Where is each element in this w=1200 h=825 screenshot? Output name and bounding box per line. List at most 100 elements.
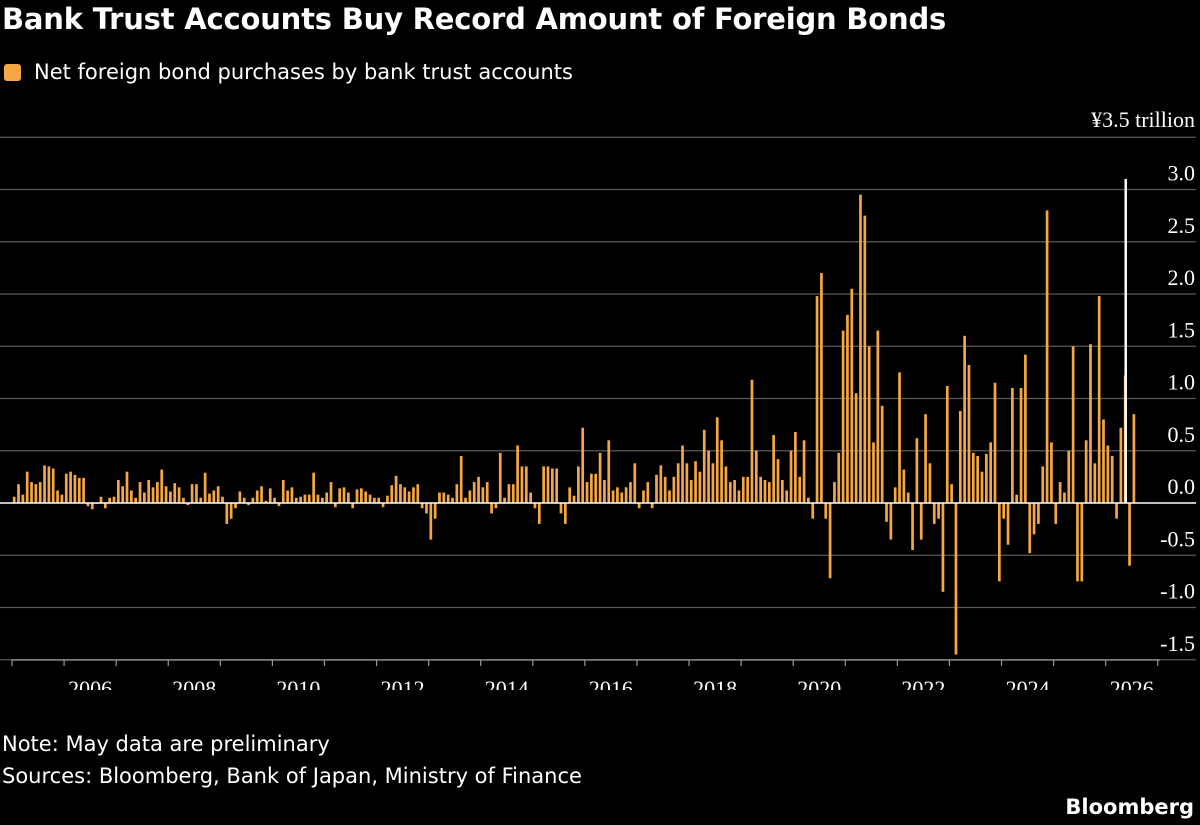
bar — [750, 379, 754, 503]
bar — [442, 492, 446, 503]
bar — [737, 490, 741, 503]
bar — [121, 486, 125, 503]
bar — [950, 484, 953, 503]
bar — [1102, 419, 1105, 503]
y-tick-label: 1.5 — [1168, 317, 1196, 342]
bar — [390, 485, 394, 503]
bar — [702, 429, 706, 503]
bar — [464, 497, 467, 503]
bar — [655, 474, 658, 503]
bar — [229, 503, 233, 519]
bar — [746, 476, 749, 504]
bar — [776, 459, 780, 503]
bar — [281, 480, 285, 503]
bar — [25, 471, 29, 503]
bar — [108, 497, 111, 503]
bar — [403, 487, 407, 503]
bar — [958, 411, 962, 503]
bar — [477, 476, 480, 504]
chart-legend: Net foreign bond purchases by bank trust… — [4, 60, 573, 84]
bar — [490, 503, 493, 514]
bar — [668, 490, 671, 503]
bar — [616, 487, 619, 503]
bar — [980, 471, 984, 503]
bar-highlight — [1124, 179, 1127, 504]
bar — [911, 503, 914, 551]
bar — [156, 482, 159, 503]
bar — [38, 482, 42, 503]
bar — [1011, 388, 1014, 503]
bar — [1119, 427, 1123, 503]
legend-swatch — [4, 63, 21, 81]
bar — [711, 463, 715, 503]
gridlines — [0, 136, 1196, 661]
bar — [316, 494, 320, 503]
bar — [902, 469, 906, 503]
chart-title: Bank Trust Accounts Buy Record Amount of… — [2, 2, 947, 36]
bar — [12, 496, 16, 503]
bar — [898, 372, 901, 504]
bar — [90, 503, 94, 510]
bar — [51, 468, 55, 503]
bar — [116, 480, 120, 503]
bar — [373, 497, 376, 503]
bar — [1037, 503, 1040, 524]
bar-chart: 2006 2008 2010 2012 2014 2016 2018 2020 2022 2024… — [0, 107, 1196, 690]
bar — [1084, 440, 1088, 503]
bar — [169, 491, 172, 503]
bar — [420, 503, 424, 509]
bar — [459, 455, 463, 503]
bar — [854, 393, 858, 503]
bar — [386, 495, 389, 503]
bar — [138, 482, 142, 503]
x-tick-label: 2008 — [172, 676, 216, 690]
bar — [906, 492, 910, 503]
bar — [364, 491, 368, 503]
bar — [130, 490, 133, 503]
bar — [893, 487, 897, 503]
bar — [833, 482, 836, 503]
bar — [182, 497, 185, 503]
bar — [598, 452, 602, 503]
bar — [290, 487, 294, 503]
bar — [954, 503, 958, 655]
bar — [811, 503, 815, 519]
bar — [208, 493, 211, 503]
bar — [238, 491, 242, 503]
bar — [225, 503, 229, 524]
bar — [924, 414, 927, 503]
bar — [143, 492, 146, 503]
bar — [681, 445, 684, 503]
bar — [1071, 346, 1075, 503]
bar — [333, 503, 337, 508]
bar — [993, 382, 997, 503]
bar — [642, 490, 645, 503]
bar — [446, 494, 450, 503]
bar — [876, 330, 880, 503]
bar — [885, 503, 888, 522]
y-tick-label: 0.5 — [1168, 422, 1196, 447]
bar — [850, 288, 854, 503]
bar — [481, 487, 485, 503]
bar — [1115, 503, 1118, 519]
bar — [984, 453, 988, 503]
bar — [307, 494, 311, 503]
bar — [103, 503, 107, 509]
bar — [99, 496, 103, 503]
bar — [1058, 482, 1062, 503]
bar — [34, 484, 38, 503]
bar — [998, 503, 1001, 582]
bar — [1089, 344, 1092, 503]
bar — [672, 476, 676, 504]
bar — [195, 484, 198, 503]
bar — [763, 480, 767, 503]
chart-sources: Sources: Bloomberg, Bank of Japan, Minis… — [2, 764, 582, 788]
bar — [759, 476, 762, 504]
bar — [1067, 450, 1071, 503]
bar — [581, 427, 585, 503]
bar — [325, 492, 328, 503]
bar — [494, 503, 498, 509]
x-tick-label: 2024 — [1006, 676, 1050, 690]
bar — [555, 468, 559, 503]
bar — [342, 487, 346, 503]
